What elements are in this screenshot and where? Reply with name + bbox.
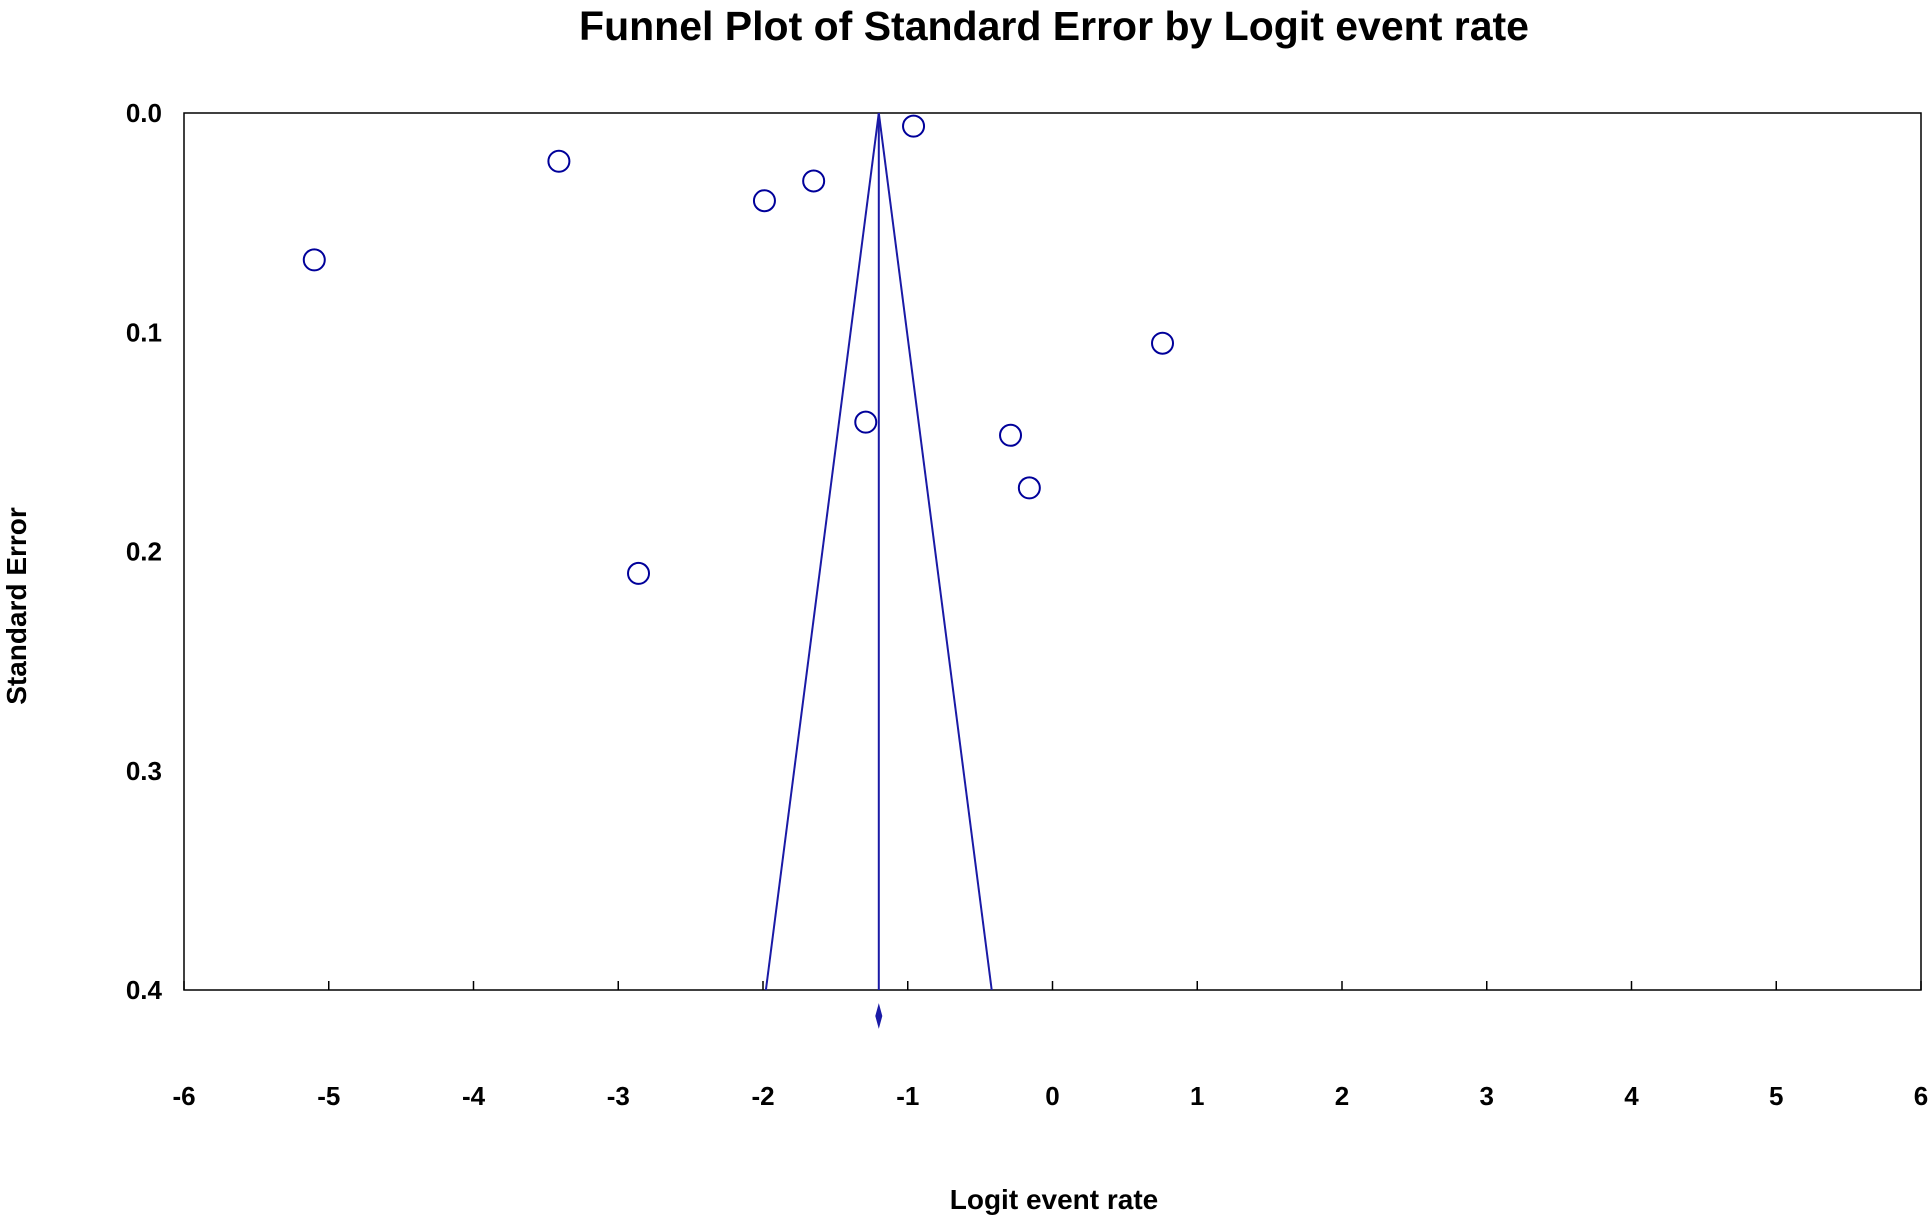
x-tick-label: -6 xyxy=(172,1081,195,1111)
x-axis: -6 -5 -4 -3 -2 -1 0 1 2 3 4 5 6 xyxy=(172,981,1928,1111)
x-tick-label: -1 xyxy=(896,1081,919,1111)
x-tick-label: 0 xyxy=(1045,1081,1059,1111)
data-point xyxy=(547,149,571,173)
y-axis-label: Standard Error xyxy=(1,507,32,705)
x-tick-label: 1 xyxy=(1190,1081,1204,1111)
plot-area-frame xyxy=(183,112,1922,991)
data-points xyxy=(302,114,1175,585)
x-tick-label: -3 xyxy=(607,1081,630,1111)
data-point xyxy=(854,410,878,434)
y-tick-label: 0.0 xyxy=(126,98,162,128)
y-tick-label: 0.4 xyxy=(126,975,163,1005)
data-point xyxy=(752,189,776,213)
x-tick-label: -2 xyxy=(751,1081,774,1111)
x-tick-label: 3 xyxy=(1480,1081,1494,1111)
y-tick-label: 0.3 xyxy=(126,756,162,786)
y-tick-label: 0.1 xyxy=(126,317,162,347)
x-tick-label: -4 xyxy=(462,1081,486,1111)
funnel-lines xyxy=(764,112,993,1029)
data-point xyxy=(1017,476,1041,500)
x-tick-label: 6 xyxy=(1914,1081,1928,1111)
chart-title: Funnel Plot of Standard Error by Logit e… xyxy=(579,3,1529,49)
data-point xyxy=(302,248,326,272)
x-tick-label: -5 xyxy=(317,1081,340,1111)
funnel-right-boundary xyxy=(877,112,993,991)
pooled-estimate-diamond xyxy=(875,1003,883,1029)
funnel-left-boundary xyxy=(764,112,880,991)
x-tick-label: 5 xyxy=(1769,1081,1783,1111)
x-tick-label: 4 xyxy=(1624,1081,1639,1111)
x-tick-label: 2 xyxy=(1335,1081,1349,1111)
y-axis: 0.0 0.1 0.2 0.3 0.4 xyxy=(126,98,163,1005)
data-point xyxy=(802,169,826,193)
data-point xyxy=(627,561,651,585)
y-tick-label: 0.2 xyxy=(126,537,162,567)
x-axis-label: Logit event rate xyxy=(950,1184,1158,1215)
data-point xyxy=(1151,331,1175,355)
data-point xyxy=(902,114,926,138)
data-point xyxy=(999,423,1023,447)
